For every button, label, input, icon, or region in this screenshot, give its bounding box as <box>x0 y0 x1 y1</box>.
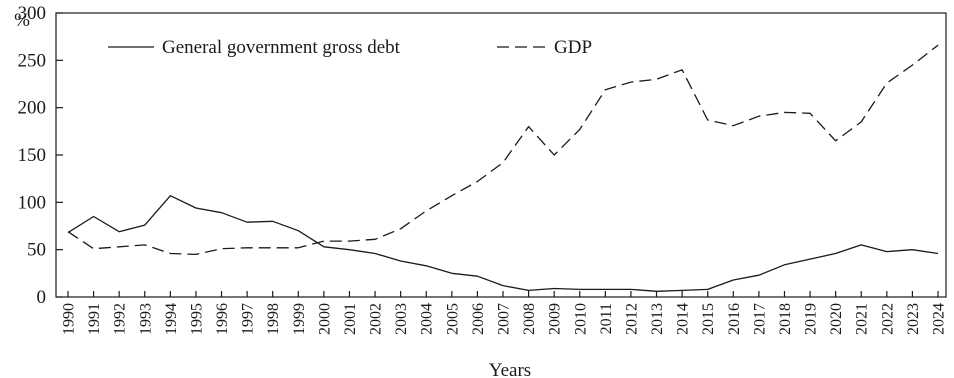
legend-label: General government gross debt <box>162 37 401 58</box>
y-axis-label: % <box>14 10 30 31</box>
x-tick-label: 1993 <box>137 303 154 335</box>
x-tick-label: 2001 <box>342 303 359 335</box>
y-tick-label: 150 <box>18 145 47 166</box>
x-tick-label: 1998 <box>265 303 282 335</box>
x-tick-label: 1990 <box>61 303 78 335</box>
x-tick-label: 2011 <box>598 303 615 334</box>
y-tick-label: 200 <box>18 98 47 119</box>
series-line-gdp <box>67 44 939 256</box>
x-tick-label: 2014 <box>675 303 692 335</box>
x-tick-label: 2015 <box>700 303 717 335</box>
x-tick-label: 2006 <box>470 303 487 335</box>
x-tick-label: 2009 <box>547 303 564 335</box>
x-tick-label: 2022 <box>879 303 896 335</box>
x-tick-label: 2018 <box>777 303 794 335</box>
x-tick-label: 2013 <box>649 303 666 335</box>
x-tick-label: 1991 <box>86 303 103 335</box>
x-tick-label: 2003 <box>393 303 410 335</box>
x-tick-label: 1999 <box>291 303 308 335</box>
x-tick-label: 2005 <box>444 303 461 335</box>
x-tick-label: 2019 <box>803 303 820 335</box>
y-tick-label: 250 <box>18 50 47 71</box>
legend: General government gross debt GDP <box>108 37 592 58</box>
x-tick-label: 2017 <box>751 303 768 335</box>
x-tick-label: 1996 <box>214 303 231 335</box>
x-tick-label: 2000 <box>316 303 333 335</box>
x-tick-label: 2007 <box>496 303 513 335</box>
x-tick-label: 2016 <box>726 303 743 335</box>
x-tick-label: 1992 <box>112 303 129 335</box>
x-axis-label: Years <box>489 360 531 378</box>
x-tick-label: 2004 <box>419 303 436 335</box>
y-tick-label: 0 <box>37 287 47 308</box>
y-tick-label: 100 <box>18 192 47 213</box>
x-tick-label: 1994 <box>163 303 180 335</box>
x-tick-label: 2024 <box>931 303 948 335</box>
x-tick-label: 2012 <box>623 303 640 335</box>
x-tick-label: 2023 <box>905 303 922 335</box>
x-tick-label: 2020 <box>828 303 845 335</box>
axes: 0 50 100 150 200 250 300% 1990 1991 1992 1993 1994 1… <box>14 3 947 378</box>
x-tick-label: 2010 <box>572 303 589 335</box>
x-tick-label: 1997 <box>240 303 257 335</box>
x-tick-label: 2008 <box>521 303 538 335</box>
series-line-general-government-gross-debt <box>67 195 939 292</box>
y-tick-label: 50 <box>27 240 46 261</box>
plot-area <box>67 44 939 292</box>
x-tick-label: 1995 <box>188 303 205 335</box>
y-tick-label: 300 <box>18 3 47 24</box>
x-tick-label: 2021 <box>854 303 871 335</box>
x-tick-label: 2002 <box>368 303 385 335</box>
legend-label: GDP <box>554 37 592 58</box>
